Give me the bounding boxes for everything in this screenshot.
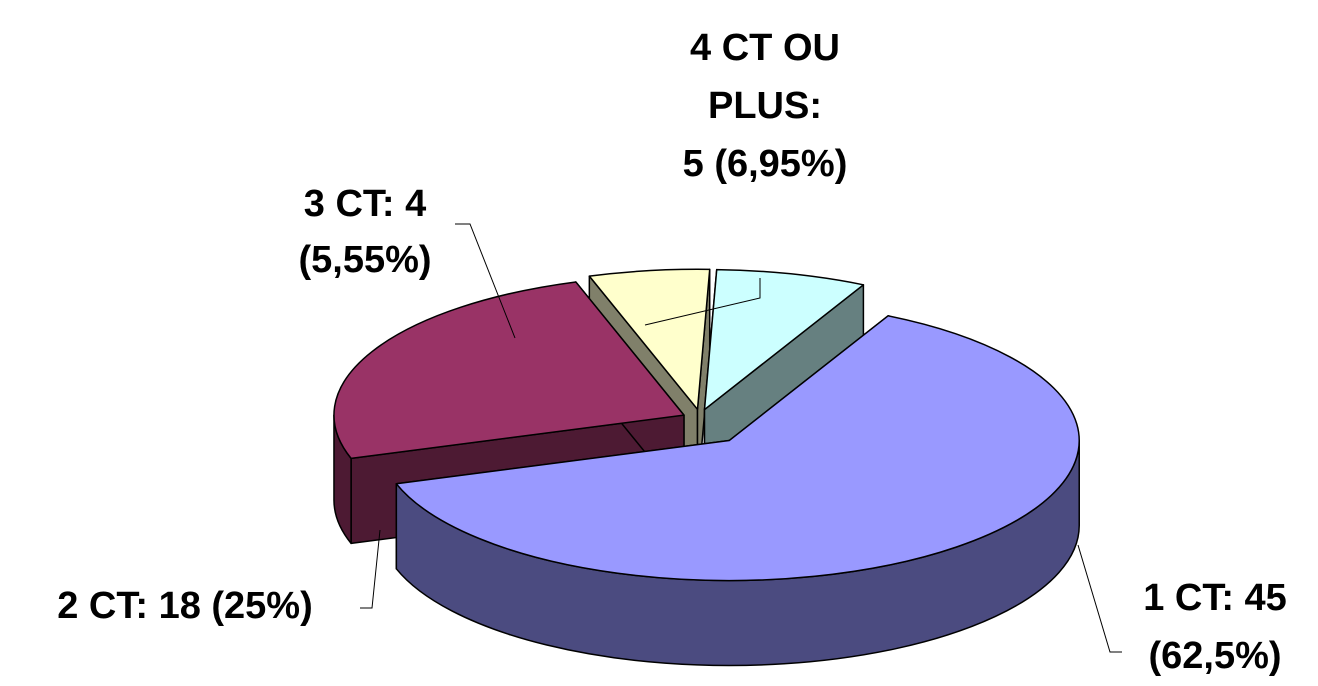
leader-line xyxy=(455,223,516,339)
leader-line xyxy=(360,529,381,609)
slice xyxy=(703,268,865,411)
slice xyxy=(395,315,1080,582)
data-label: PLUS: xyxy=(708,85,822,127)
data-label: 5 (6,95%) xyxy=(683,143,848,185)
data-label: 2 CT: 18 (25%) xyxy=(57,585,313,627)
slice xyxy=(588,268,711,411)
data-label: 3 CT: 4 xyxy=(304,183,426,225)
leader-line xyxy=(1077,544,1122,653)
data-label: 4 CT OU xyxy=(690,27,840,69)
data-label: (62,5%) xyxy=(1148,635,1281,677)
labels: 1 CT: 45 (62,5%) 2 CT: 18 (25%) 3 CT: 4 (5,5… xyxy=(57,27,1287,677)
data-label: (5,55%) xyxy=(298,239,431,281)
slice xyxy=(333,281,685,460)
pie xyxy=(333,268,1080,667)
leader-line xyxy=(644,278,761,326)
data-label: 1 CT: 45 xyxy=(1143,577,1287,619)
